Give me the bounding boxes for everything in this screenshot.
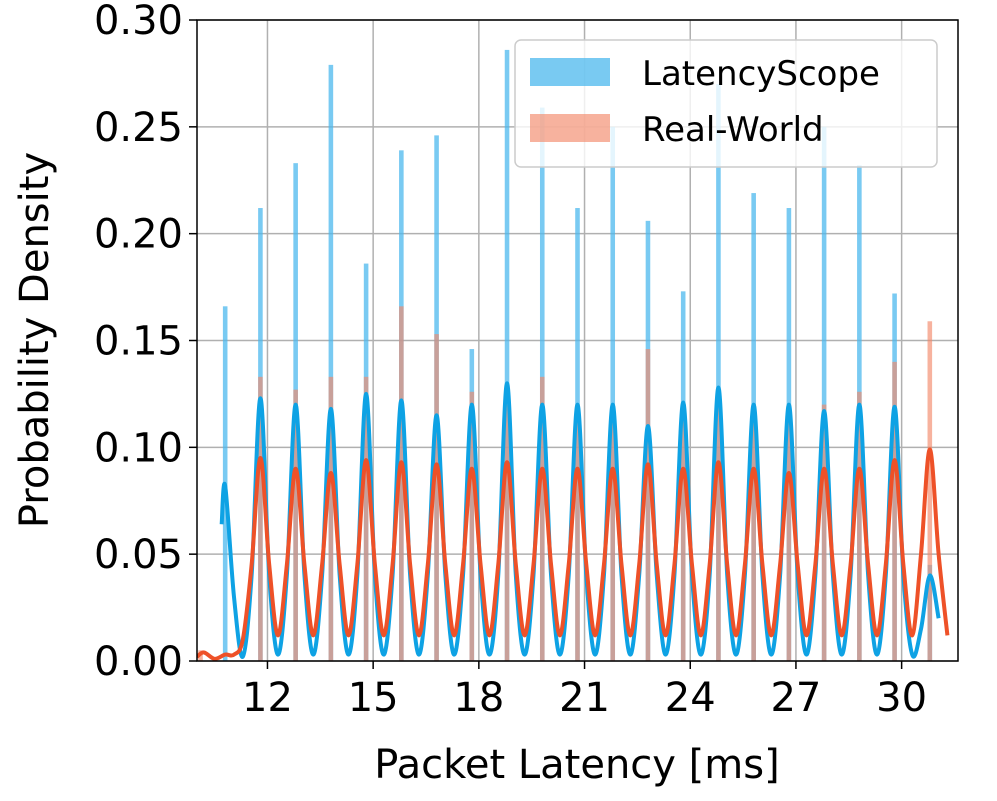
histogram-bar: [469, 391, 475, 661]
legend-label: Real-World: [642, 110, 824, 150]
x-tick-label: 12: [242, 675, 293, 721]
legend-label: LatencyScope: [642, 54, 880, 94]
histogram-bar: [716, 84, 721, 661]
histogram-bar: [434, 334, 439, 661]
y-tick-label: 0.10: [94, 425, 183, 471]
histogram-bar: [293, 389, 298, 661]
x-tick-label: 27: [770, 675, 821, 721]
histogram-bar: [927, 321, 933, 661]
legend-swatch: [530, 58, 610, 86]
x-tick-label: 18: [453, 675, 504, 721]
histogram-bar: [399, 306, 404, 661]
histogram-bar: [610, 404, 616, 661]
y-tick-label: 0.20: [94, 212, 183, 258]
y-axis-label: Probability Density: [12, 152, 58, 528]
histogram-bar: [751, 404, 756, 661]
histogram-bar: [821, 404, 827, 661]
y-tick-label: 0.05: [94, 532, 183, 578]
histogram-bar: [645, 349, 651, 661]
y-tick-label: 0.30: [94, 0, 183, 44]
histogram-bar: [504, 49, 510, 661]
y-tick-label: 0.25: [94, 105, 183, 151]
histogram-bar: [539, 376, 545, 661]
histogram-bar: [716, 404, 721, 661]
histogram-bar: [610, 126, 616, 661]
histogram-bar: [680, 404, 686, 661]
histogram-bar: [328, 64, 334, 661]
histogram-bar: [786, 404, 792, 661]
legend-box: [514, 39, 938, 168]
plot-frame: [196, 19, 959, 662]
kde-line: [197, 447, 950, 661]
y-tick-label: 0.00: [94, 639, 183, 685]
y-tick-label: 0.15: [94, 319, 183, 365]
histogram-bar: [504, 404, 510, 661]
x-axis-label: Packet Latency [ms]: [374, 742, 779, 788]
histogram-bar: [892, 361, 897, 661]
histogram-bar: [258, 376, 263, 661]
histogram-bar: [575, 404, 580, 661]
histogram-bar: [363, 376, 369, 661]
x-tick-label: 21: [559, 675, 610, 721]
histogram-bar: [857, 391, 862, 661]
legend-swatch: [530, 114, 610, 142]
x-tick-label: 24: [665, 675, 716, 721]
histogram-bar: [821, 126, 827, 661]
x-tick-label: 15: [348, 675, 399, 721]
histogram-bar: [328, 376, 334, 661]
x-tick-label: 30: [876, 675, 927, 721]
plot-area: [197, 49, 950, 661]
